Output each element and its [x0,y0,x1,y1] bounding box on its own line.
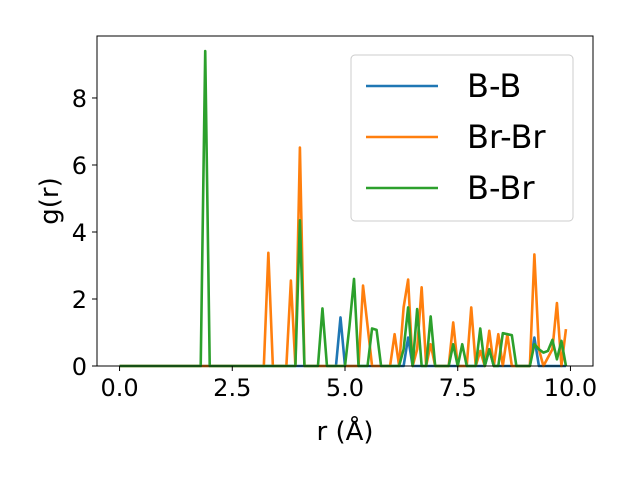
x-tick-label: 10.0 [544,374,597,402]
x-axis-label: r (Å) [316,415,373,447]
x-tick-label: 7.5 [439,374,477,402]
y-tick-label: 6 [72,152,87,180]
legend: B-B Br-Br B-Br [350,54,574,222]
x-tick-label: 0.0 [100,374,138,402]
legend-entries: B-B Br-Br B-Br [366,67,546,207]
y-axis-ticks: 0 2 4 6 8 [72,85,97,381]
y-axis-label: g(r) [35,177,65,224]
x-tick-label: 2.5 [213,374,251,402]
y-tick-label: 4 [72,219,87,247]
x-axis-ticks: 0.0 2.5 5.0 7.5 10.0 [100,366,597,402]
x-tick-label: 5.0 [326,374,364,402]
legend-box [350,54,574,222]
legend-label-b-b: B-B [467,67,521,105]
legend-label-br-br: Br-Br [467,118,546,156]
y-tick-label: 2 [72,286,87,314]
y-tick-label: 8 [72,85,87,113]
y-tick-label: 0 [72,353,87,381]
legend-label-b-br: B-Br [467,169,535,207]
